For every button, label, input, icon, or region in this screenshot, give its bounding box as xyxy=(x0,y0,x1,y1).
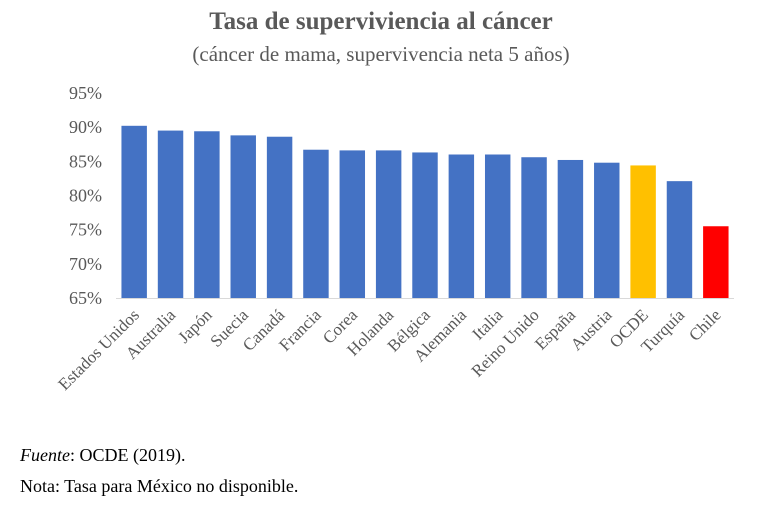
bar xyxy=(703,226,729,298)
bar xyxy=(521,157,547,298)
source-text: : OCDE (2019). xyxy=(69,445,186,465)
y-tick-label: 70% xyxy=(69,254,102,274)
bar xyxy=(594,162,620,298)
bar xyxy=(557,159,584,298)
x-axis-labels: Estados UnidosAustraliaJapónSueciaCanadá… xyxy=(54,305,724,394)
chart-subtitle: (cáncer de mama, supervivencia neta 5 añ… xyxy=(192,42,570,66)
bar xyxy=(484,154,511,298)
bar xyxy=(157,130,184,298)
bar-chart: 65% 70% 75% 80% 85% 90% 95% Estados UnidosAust… xyxy=(54,83,734,394)
bars xyxy=(121,125,729,298)
bar xyxy=(230,135,256,298)
bar xyxy=(266,136,293,298)
y-tick-label: 75% xyxy=(69,220,102,240)
x-tick-label: Austria xyxy=(567,305,616,354)
source-label: Fuente xyxy=(20,445,70,465)
bar xyxy=(666,181,693,298)
bar xyxy=(412,152,438,298)
bar xyxy=(339,150,366,298)
y-tick-label: 85% xyxy=(69,151,102,171)
x-tick-label: Chile xyxy=(685,305,724,344)
bar xyxy=(121,125,147,298)
x-tick-label: Reino Unido xyxy=(468,305,543,380)
y-tick-label: 80% xyxy=(69,186,102,206)
bar xyxy=(194,131,220,298)
y-tick-label: 65% xyxy=(69,288,102,308)
bar xyxy=(375,150,402,298)
y-tick-label: 95% xyxy=(69,83,102,103)
availability-note: Nota: Tasa para México no disponible. xyxy=(20,476,299,496)
bar xyxy=(630,165,656,298)
y-tick-label: 90% xyxy=(69,117,102,137)
x-tick-label: Francia xyxy=(275,305,325,355)
bar xyxy=(448,154,475,298)
source-note: Fuente: OCDE (2019). xyxy=(20,445,185,466)
chart-title: Tasa de superviviencia al cáncer xyxy=(209,8,553,35)
bar xyxy=(303,149,329,298)
y-axis-labels: 65% 70% 75% 80% 85% 90% 95% xyxy=(69,83,102,308)
